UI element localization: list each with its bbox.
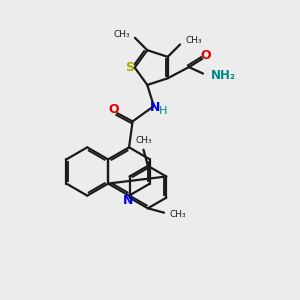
Text: CH₃: CH₃ <box>169 210 186 219</box>
Text: N: N <box>150 101 160 114</box>
Text: CH₃: CH₃ <box>113 30 130 39</box>
Text: CH₃: CH₃ <box>185 36 202 45</box>
Text: N: N <box>123 194 134 207</box>
Text: CH₃: CH₃ <box>135 136 152 145</box>
Text: S: S <box>125 61 134 74</box>
Text: NH₂: NH₂ <box>210 69 236 82</box>
Text: O: O <box>200 50 211 62</box>
Text: O: O <box>108 103 119 116</box>
Text: H: H <box>159 106 167 116</box>
